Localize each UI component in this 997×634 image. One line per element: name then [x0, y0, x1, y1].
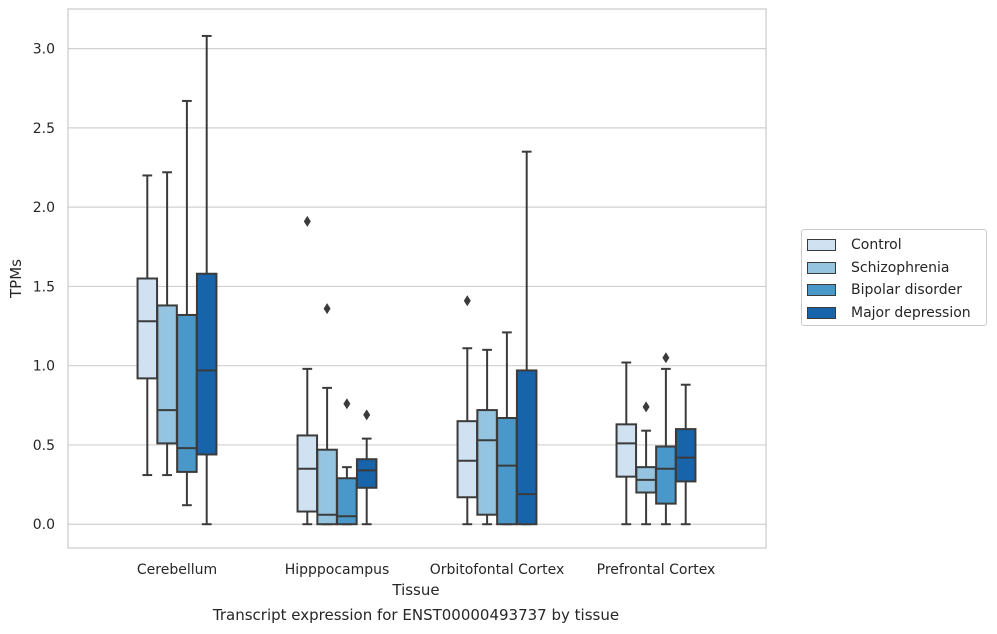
box-body	[316, 448, 338, 526]
box-control-prefrontal-cortex	[615, 361, 638, 526]
y-tick-label: 3.0	[33, 42, 55, 58]
outlier-point	[463, 295, 471, 307]
box-body	[456, 420, 479, 499]
boxes	[136, 34, 697, 526]
y-tick-label: 1.5	[33, 279, 55, 295]
legend-item: Major depression	[807, 302, 986, 325]
y-tick-label: 2.0	[33, 200, 55, 216]
legend-label: Bipolar disorder	[851, 282, 963, 299]
legend-swatch	[807, 239, 836, 252]
box-major-depression-prefrontal-cortex	[674, 383, 697, 526]
plot-frame	[67, 8, 767, 549]
box-major-depression-cerebellum	[195, 34, 218, 526]
box-body	[136, 277, 159, 380]
legend-label: Schizophrenia	[851, 259, 950, 276]
box-schizophrenia-orbitofontal-cortex	[476, 348, 498, 526]
box-schizophrenia-cerebellum	[156, 171, 178, 477]
box-body	[615, 423, 638, 478]
box-bipolar-disorder-cerebellum	[176, 99, 198, 507]
box-major-depression-hipppocampus	[355, 409, 378, 526]
outlier-point	[662, 352, 670, 364]
y-tick-label: 1.0	[33, 359, 55, 375]
box-control-cerebellum	[136, 174, 159, 477]
y-tick-labels: 0.0 0.5 1.0 1.5 2.0 2.5 3.0	[33, 42, 55, 534]
x-axis-title: Tissue	[391, 581, 439, 599]
box-body	[655, 445, 677, 505]
y-axis-title: TPMs	[7, 259, 25, 299]
x-tick-labels: Cerebellum Hipppocampus Orbitofontal Corte…	[137, 562, 715, 578]
box-body	[515, 369, 538, 526]
box-schizophrenia-hipppocampus	[316, 303, 338, 526]
box-body	[296, 434, 319, 513]
y-tick-label: 0.5	[33, 438, 55, 454]
chart-caption: Transcript expression for ENST0000049373…	[212, 606, 620, 624]
x-tick-label: Cerebellum	[137, 562, 217, 578]
legend-swatch	[807, 261, 836, 274]
outlier-point	[303, 215, 311, 227]
box-major-depression-orbitofontal-cortex	[515, 150, 538, 526]
box-body	[336, 477, 358, 526]
legend-label: Control	[851, 237, 902, 254]
legend-swatch	[807, 306, 836, 319]
box-bipolar-disorder-hipppocampus	[336, 398, 358, 526]
box-control-hipppocampus	[296, 215, 319, 526]
box-schizophrenia-prefrontal-cortex	[635, 401, 657, 526]
outlier-point	[343, 398, 351, 410]
box-body	[195, 272, 218, 456]
y-tick-label: 0.0	[33, 517, 55, 533]
box-body	[156, 304, 178, 445]
box-bipolar-disorder-prefrontal-cortex	[655, 352, 677, 526]
legend-item: Control	[807, 234, 986, 257]
outlier-point	[363, 409, 371, 421]
legend-swatch	[807, 284, 836, 297]
box-bipolar-disorder-orbitofontal-cortex	[496, 331, 518, 526]
box-control-orbitofontal-cortex	[456, 295, 479, 526]
x-tick-label: Prefrontal Cortex	[597, 562, 716, 578]
legend-label: Major depression	[851, 304, 971, 321]
x-tick-label: Hipppocampus	[285, 562, 390, 578]
legend: Control Schizophrenia Bipolar disorder Majo…	[801, 229, 987, 326]
outlier-point	[642, 401, 650, 413]
y-tick-label: 2.5	[33, 121, 55, 137]
x-tick-label: Orbitofontal Cortex	[430, 562, 565, 578]
legend-item: Bipolar disorder	[807, 279, 986, 302]
box-body	[674, 428, 697, 483]
box-body	[496, 417, 518, 526]
legend-item: Schizophrenia	[807, 257, 986, 280]
box-body	[476, 409, 498, 516]
box-body	[355, 458, 378, 489]
outlier-point	[323, 303, 331, 315]
